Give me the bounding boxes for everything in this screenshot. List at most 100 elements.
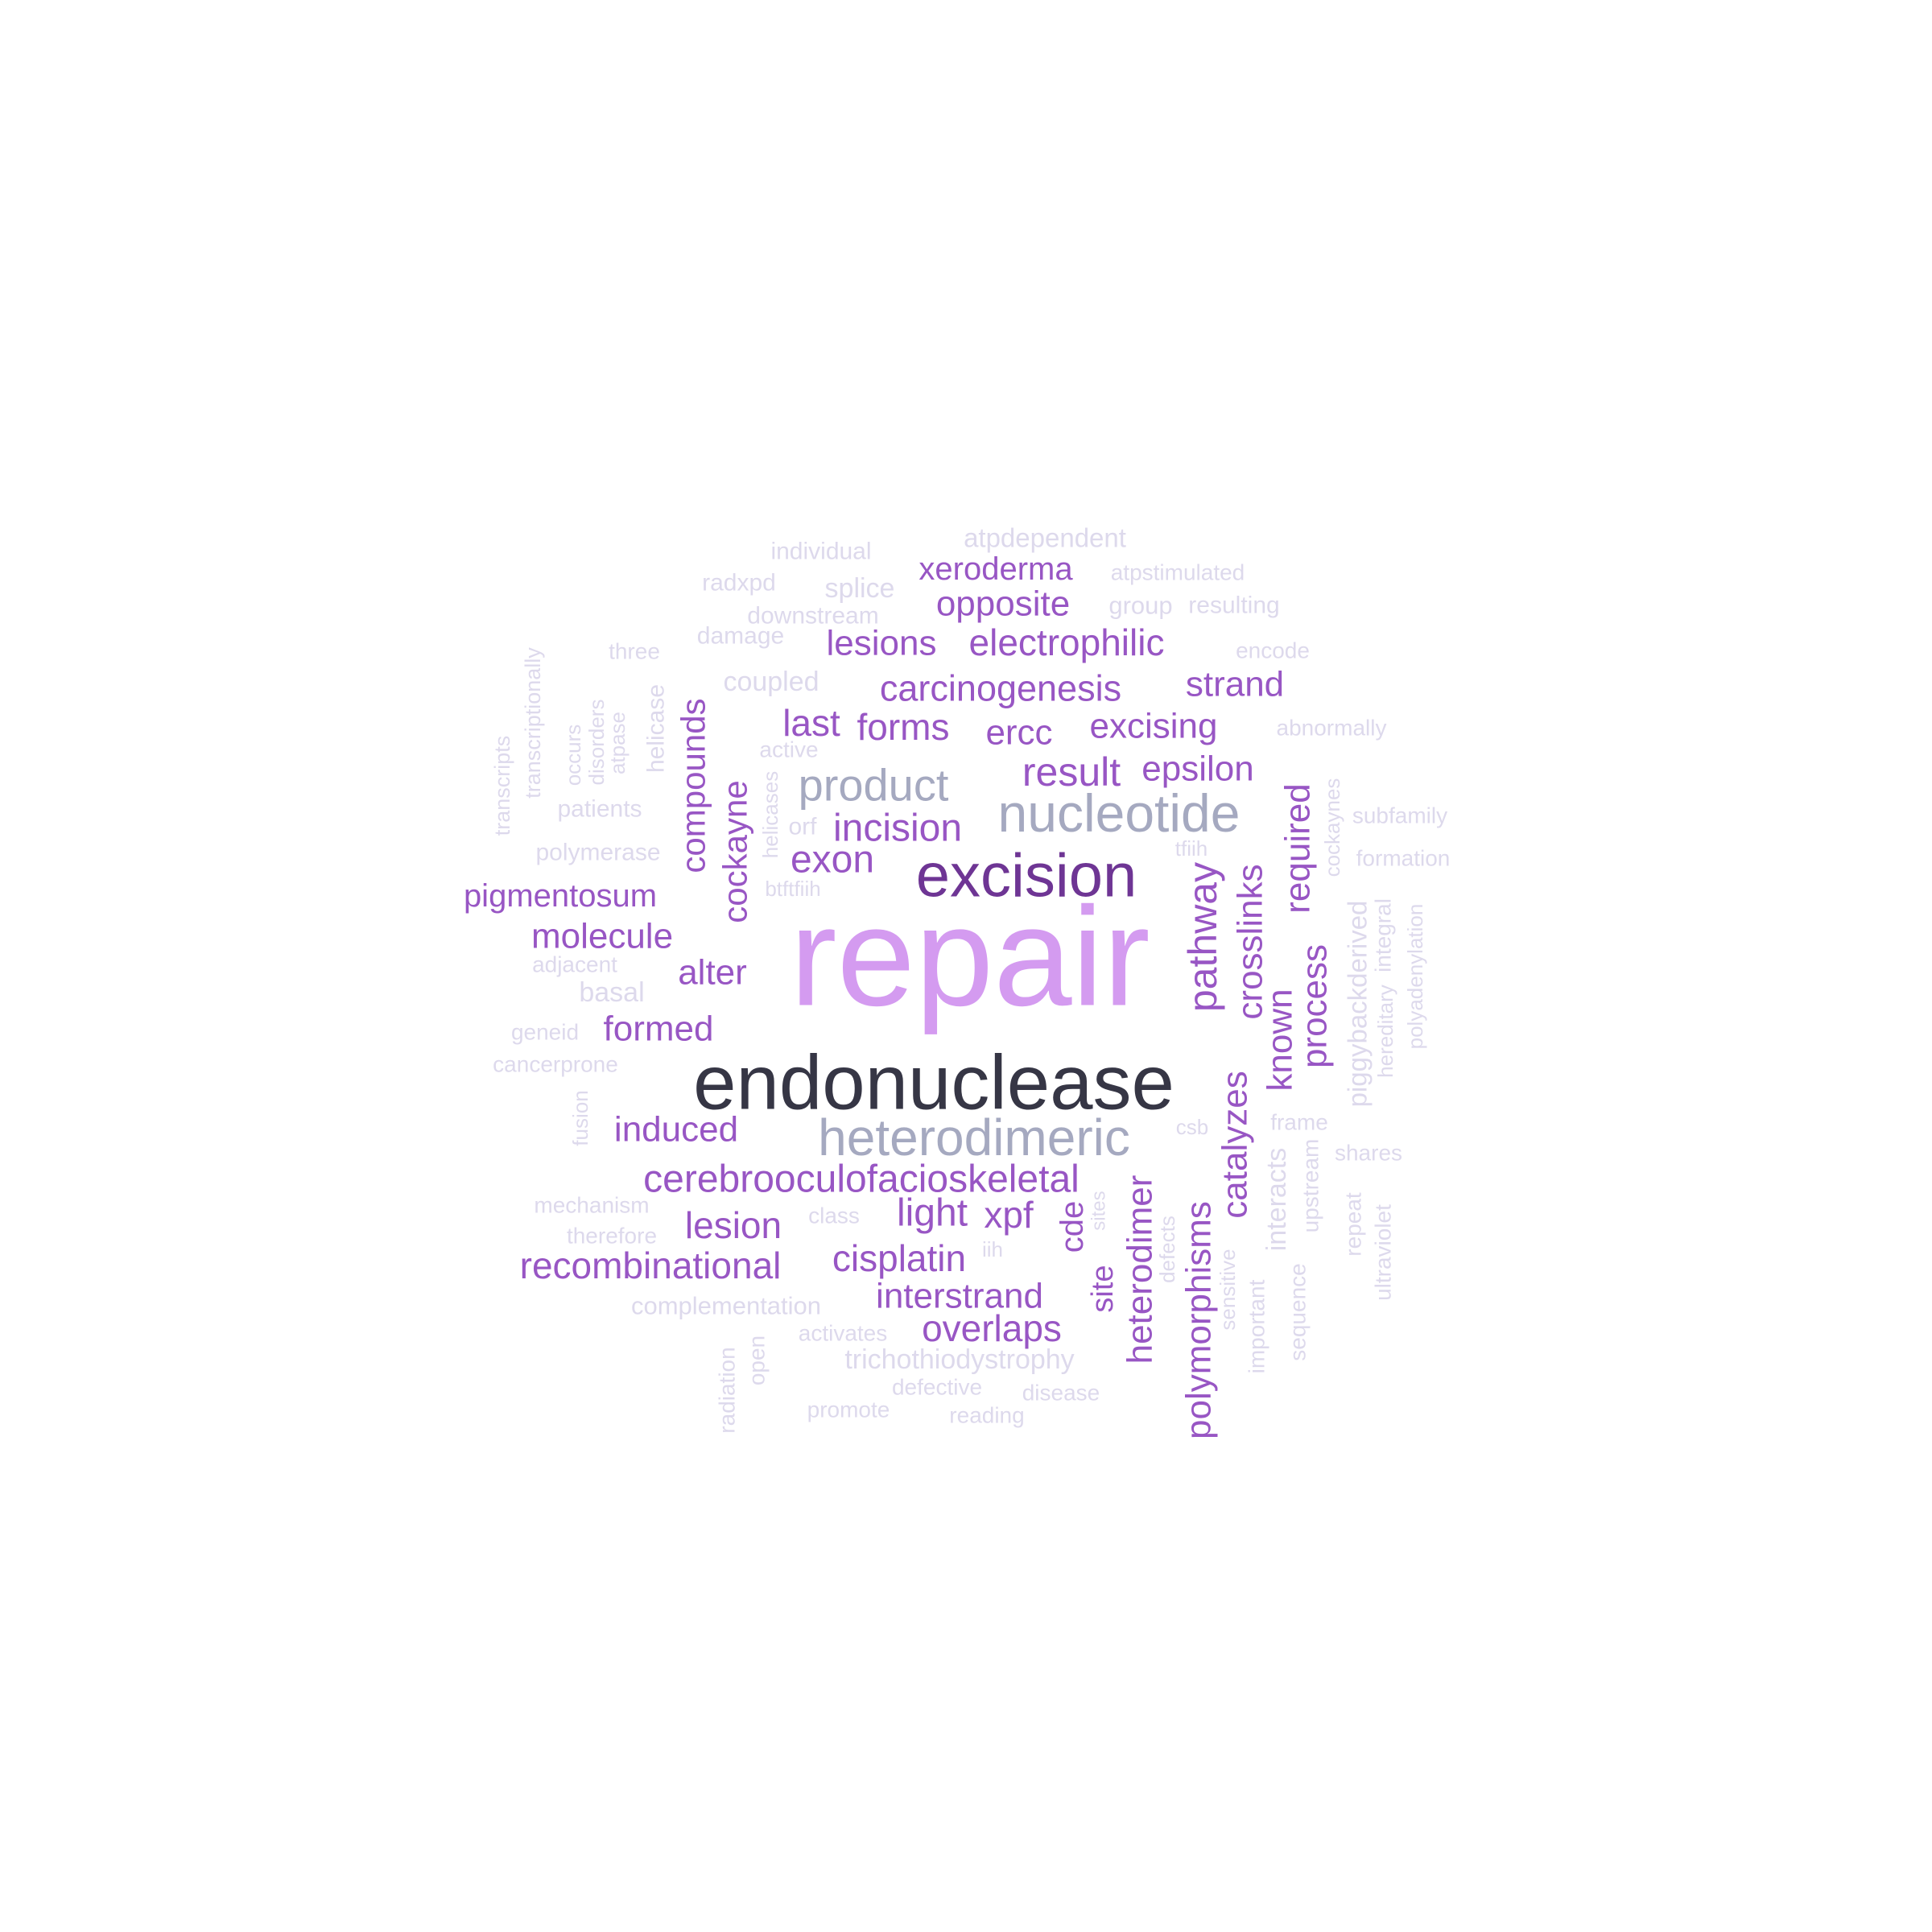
word-catalyzes: catalyzes: [1216, 1071, 1255, 1218]
word-opposite: opposite: [936, 584, 1070, 624]
word-cde: cde: [1055, 1201, 1090, 1253]
word-atpase: atpase: [605, 712, 630, 774]
word-overlaps: overlaps: [922, 1307, 1062, 1349]
word-recombinational: recombinational: [520, 1245, 782, 1286]
word-endonuclease: endonuclease: [693, 1040, 1174, 1126]
word-adjacent: adjacent: [532, 952, 617, 977]
word-individual: individual: [770, 539, 871, 565]
word-electrophilic: electrophilic: [969, 621, 1165, 663]
word-site: site: [1086, 1265, 1120, 1312]
word-pathway: pathway: [1180, 862, 1225, 1012]
word-epsilon: epsilon: [1141, 749, 1253, 789]
word-orf: orf: [788, 814, 817, 840]
word-pigmentosum: pigmentosum: [464, 878, 657, 914]
word-excising: excising: [1090, 707, 1218, 746]
word-class: class: [808, 1203, 860, 1228]
word-cisplatin: cisplatin: [832, 1237, 966, 1279]
word-transcripts: transcripts: [490, 736, 514, 836]
word-defective: defective: [892, 1375, 982, 1400]
word-light: light: [897, 1192, 968, 1235]
word-disorders: disorders: [584, 700, 609, 786]
word-fusion: fusion: [568, 1090, 592, 1146]
word-radxpd: radxpd: [702, 570, 776, 597]
word-last: last: [782, 702, 840, 744]
word-interstrand: interstrand: [876, 1277, 1043, 1316]
word-exon: exon: [791, 839, 874, 881]
word-ercc: ercc: [985, 713, 1052, 753]
word-ultraviolet: ultraviolet: [1371, 1204, 1396, 1301]
word-cockayne: cockayne: [716, 780, 754, 923]
word-polymerase: polymerase: [535, 840, 660, 866]
word-polymorphisms: polymorphisms: [1179, 1201, 1219, 1439]
word-reading: reading: [949, 1403, 1024, 1428]
word-shares: shares: [1335, 1141, 1402, 1166]
word-repeat: repeat: [1341, 1192, 1366, 1257]
word-cancerprone: cancerprone: [493, 1052, 618, 1077]
word-xeroderma: xeroderma: [919, 551, 1073, 587]
word-interacts: interacts: [1261, 1148, 1292, 1252]
word-formation: formation: [1356, 846, 1451, 871]
word-atpdependent: atpdependent: [964, 523, 1126, 553]
word-carcinogenesis: carcinogenesis: [880, 668, 1121, 709]
word-integral: integral: [1371, 898, 1396, 972]
word-forms: forms: [857, 706, 950, 748]
word-formed: formed: [604, 1009, 714, 1049]
word-known: known: [1261, 989, 1300, 1091]
word-product: product: [799, 760, 949, 811]
word-induced: induced: [614, 1110, 738, 1150]
word-xpf: xpf: [984, 1194, 1034, 1236]
word-subfamily: subfamily: [1352, 803, 1447, 828]
word-resulting: resulting: [1188, 592, 1279, 619]
word-encode: encode: [1236, 638, 1310, 663]
word-csb: csb: [1176, 1115, 1208, 1139]
word-radiation: radiation: [715, 1347, 740, 1433]
word-transcriptionally: transcriptionally: [521, 647, 545, 799]
word-helicases: helicases: [758, 771, 782, 858]
word-nucleotide: nucleotide: [998, 783, 1241, 843]
word-defects: defects: [1155, 1216, 1179, 1283]
word-repair: repair: [790, 879, 1150, 1036]
word-trichothiodystrophy: trichothiodystrophy: [844, 1344, 1074, 1375]
word-strand: strand: [1186, 665, 1284, 704]
word-geneid: geneid: [511, 1020, 579, 1045]
word-occurs: occurs: [561, 724, 585, 786]
word-incision: incision: [833, 807, 962, 850]
word-lesion: lesion: [685, 1204, 782, 1246]
word-piggybackderived: piggybackderived: [1343, 901, 1373, 1108]
word-open: open: [745, 1335, 770, 1385]
word-iih: iih: [982, 1237, 1003, 1261]
word-patients: patients: [557, 796, 642, 823]
word-upstream: upstream: [1298, 1139, 1323, 1233]
word-alter: alter: [678, 953, 747, 993]
word-mechanism: mechanism: [534, 1193, 649, 1218]
word-tfiih: tfiih: [1175, 836, 1208, 861]
word-splice: splice: [825, 573, 895, 604]
word-required: required: [1278, 783, 1318, 913]
word-therefore: therefore: [567, 1224, 657, 1249]
word-three: three: [609, 639, 660, 664]
word-molecule: molecule: [531, 917, 673, 956]
word-downstream: downstream: [747, 603, 878, 630]
word-lesions: lesions: [827, 624, 937, 663]
word-sensitive: sensitive: [1216, 1249, 1240, 1330]
word-active: active: [759, 737, 818, 762]
word-coupled: coupled: [723, 667, 819, 697]
word-helicase: helicase: [643, 684, 670, 773]
word-atpstimulated: atpstimulated: [1111, 560, 1245, 585]
word-damage: damage: [697, 623, 784, 650]
word-btftfiih: btftfiih: [765, 877, 820, 901]
word-cerebrooculofacioskeletal: cerebrooculofacioskeletal: [643, 1158, 1080, 1201]
word-excision: excision: [916, 842, 1137, 910]
word-abnormally: abnormally: [1277, 716, 1387, 741]
word-basal: basal: [579, 977, 644, 1008]
word-promote: promote: [807, 1397, 890, 1422]
word-hereditary: hereditary: [1373, 985, 1397, 1078]
word-frame: frame: [1270, 1110, 1328, 1135]
word-complementation: complementation: [631, 1292, 821, 1320]
word-sites: sites: [1088, 1191, 1110, 1230]
word-group: group: [1108, 592, 1172, 620]
word-heterodimeric: heterodimeric: [818, 1108, 1130, 1166]
word-sequence: sequence: [1286, 1263, 1311, 1360]
word-activates: activates: [799, 1321, 888, 1346]
